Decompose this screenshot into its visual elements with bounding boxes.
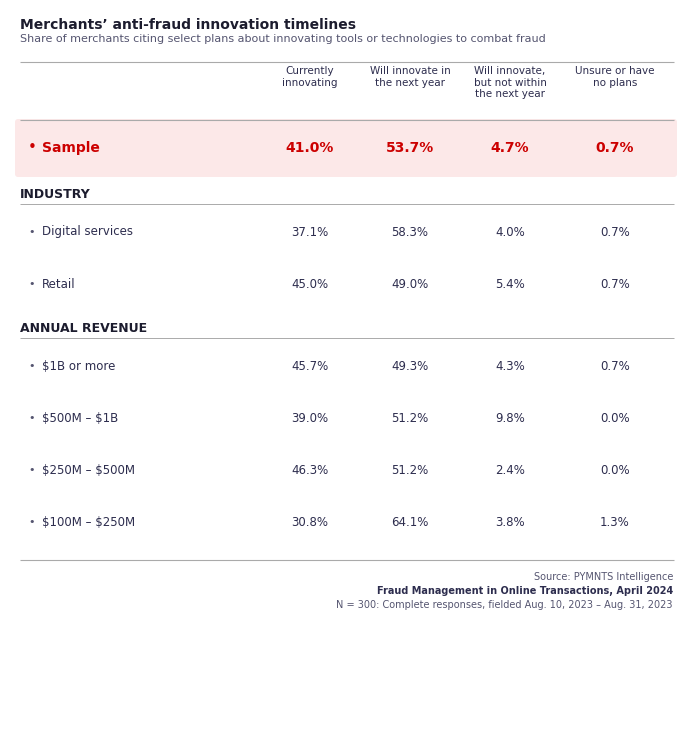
Text: 30.8%: 30.8% xyxy=(291,515,328,528)
Text: •: • xyxy=(28,140,37,156)
Text: •: • xyxy=(28,465,35,475)
Text: 41.0%: 41.0% xyxy=(286,141,335,155)
Text: •: • xyxy=(28,517,35,527)
Text: 0.0%: 0.0% xyxy=(600,463,630,476)
Text: Currently
innovating: Currently innovating xyxy=(282,66,338,87)
Text: 0.7%: 0.7% xyxy=(600,225,630,239)
Text: \$500M – \$1B: \$500M – \$1B xyxy=(42,412,118,424)
Text: 64.1%: 64.1% xyxy=(391,515,429,528)
Text: Merchants’ anti-fraud innovation timelines: Merchants’ anti-fraud innovation timelin… xyxy=(20,18,356,32)
Text: 37.1%: 37.1% xyxy=(291,225,329,239)
Text: 0.7%: 0.7% xyxy=(600,360,630,372)
Text: Unsure or have
no plans: Unsure or have no plans xyxy=(575,66,654,87)
Text: 0.7%: 0.7% xyxy=(595,141,634,155)
Text: \$1B or more: \$1B or more xyxy=(42,360,115,372)
Text: 51.2%: 51.2% xyxy=(391,463,429,476)
Text: INDUSTRY: INDUSTRY xyxy=(20,188,91,201)
Text: Share of merchants citing select plans about innovating tools or technologies to: Share of merchants citing select plans a… xyxy=(20,34,545,44)
Text: 2.4%: 2.4% xyxy=(495,463,525,476)
Text: •: • xyxy=(28,413,35,423)
Text: 46.3%: 46.3% xyxy=(291,463,329,476)
Text: 45.0%: 45.0% xyxy=(291,277,328,291)
Text: 49.0%: 49.0% xyxy=(391,277,429,291)
Text: •: • xyxy=(28,227,35,237)
Text: Will innovate,
but not within
the next year: Will innovate, but not within the next y… xyxy=(473,66,546,99)
Text: 1.3%: 1.3% xyxy=(600,515,630,528)
Text: 4.0%: 4.0% xyxy=(495,225,525,239)
Text: 49.3%: 49.3% xyxy=(391,360,429,372)
Text: 51.2%: 51.2% xyxy=(391,412,429,424)
Text: ANNUAL REVENUE: ANNUAL REVENUE xyxy=(20,322,147,335)
Text: 39.0%: 39.0% xyxy=(291,412,328,424)
Text: Fraud Management in Online Transactions, April 2024: Fraud Management in Online Transactions,… xyxy=(377,586,673,596)
Text: Sample: Sample xyxy=(42,141,100,155)
FancyBboxPatch shape xyxy=(15,119,677,177)
Text: \$100M – \$250M: \$100M – \$250M xyxy=(42,515,135,528)
Text: Retail: Retail xyxy=(42,277,76,291)
Text: Digital services: Digital services xyxy=(42,225,133,239)
Text: 58.3%: 58.3% xyxy=(391,225,428,239)
Text: 0.7%: 0.7% xyxy=(600,277,630,291)
Text: Source: PYMNTS Intelligence: Source: PYMNTS Intelligence xyxy=(534,572,673,582)
Text: 45.7%: 45.7% xyxy=(291,360,329,372)
Text: 4.3%: 4.3% xyxy=(495,360,525,372)
Text: \$250M – \$500M: \$250M – \$500M xyxy=(42,463,135,476)
Text: N = 300: Complete responses, fielded Aug. 10, 2023 – Aug. 31, 2023: N = 300: Complete responses, fielded Aug… xyxy=(337,600,673,610)
Text: 9.8%: 9.8% xyxy=(495,412,525,424)
Text: Will innovate in
the next year: Will innovate in the next year xyxy=(370,66,450,87)
Text: •: • xyxy=(28,361,35,371)
Text: 0.0%: 0.0% xyxy=(600,412,630,424)
Text: 4.7%: 4.7% xyxy=(491,141,530,155)
Text: 5.4%: 5.4% xyxy=(495,277,525,291)
Text: 3.8%: 3.8% xyxy=(496,515,525,528)
Text: •: • xyxy=(28,279,35,289)
Text: 53.7%: 53.7% xyxy=(386,141,434,155)
